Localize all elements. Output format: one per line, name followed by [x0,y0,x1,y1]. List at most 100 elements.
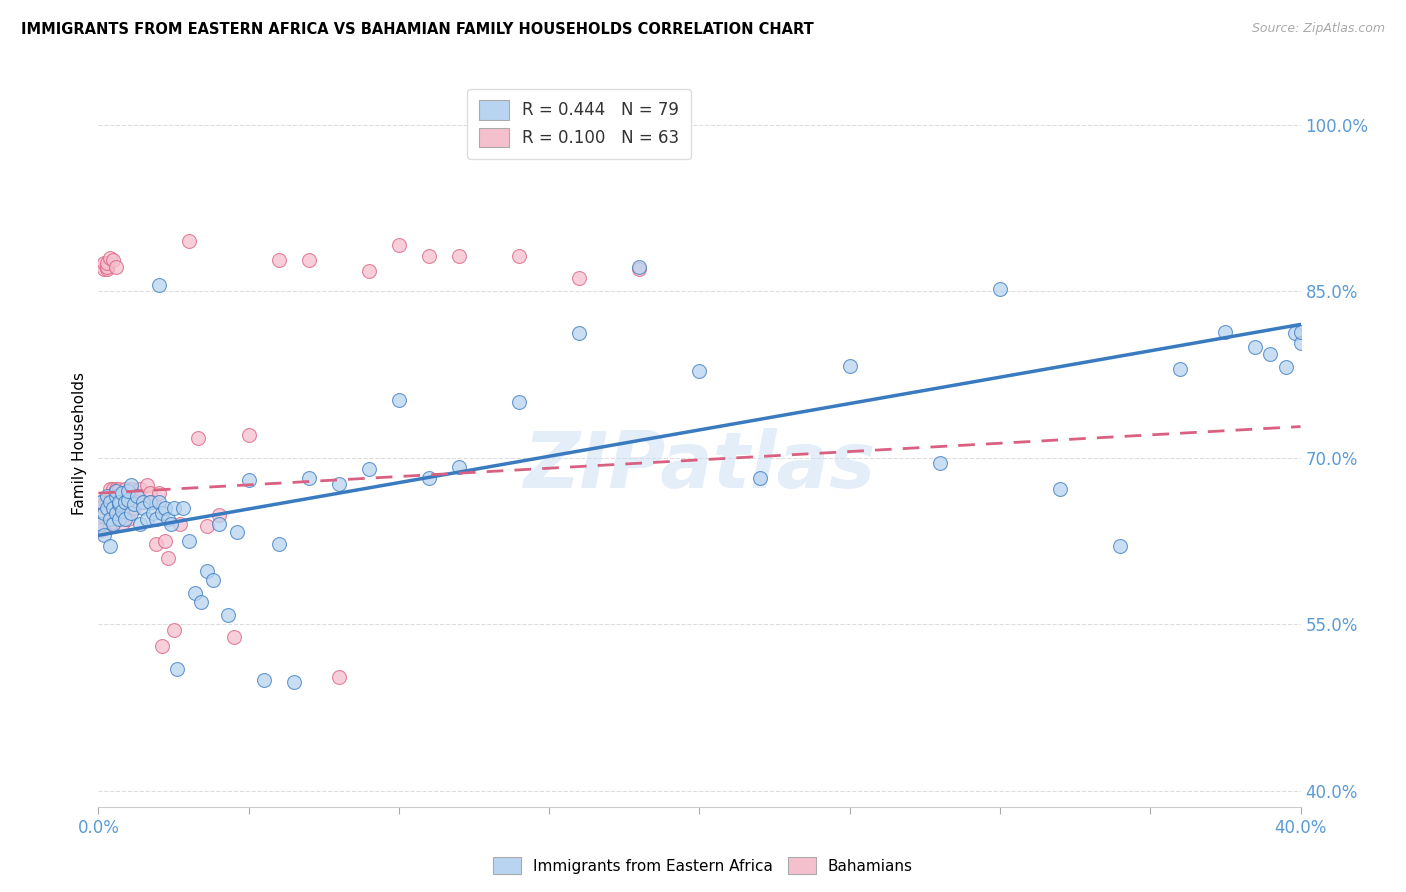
Point [117,492,139,507]
Point [357,264,380,278]
Point [108,495,131,509]
Point [108,495,131,509]
Point [177,533,200,548]
Point [117,511,139,525]
Point [169,517,191,532]
Point [100,519,122,533]
Point [93,256,115,270]
Point [1284,326,1306,341]
Point [121,506,143,520]
Point [1215,325,1237,339]
Point [105,482,128,496]
Point [96,490,118,504]
Point [298,470,321,484]
Point [108,511,131,525]
Point [162,623,184,637]
Point [105,495,128,509]
Point [1289,325,1312,339]
Point [127,490,149,504]
Point [195,564,218,578]
Point [357,461,380,475]
Point [111,504,134,518]
Point [105,490,128,504]
Point [100,482,122,496]
Point [1170,362,1192,376]
Point [253,673,276,687]
Point [238,473,260,487]
Point [177,234,200,248]
Point [135,511,157,525]
Point [150,640,173,654]
Point [141,495,163,509]
Point [148,277,170,292]
Point [121,482,143,496]
Point [508,395,530,409]
Point [124,497,146,511]
Point [267,253,290,268]
Point [225,524,247,539]
Point [1289,336,1312,351]
Point [153,500,176,515]
Point [156,511,179,525]
Point [929,456,952,470]
Point [117,483,139,498]
Point [172,500,194,515]
Point [148,495,170,509]
Point [568,326,591,341]
Point [145,511,167,525]
Point [96,262,118,277]
Point [90,495,112,509]
Point [183,586,205,600]
Point [159,517,181,532]
Point [121,478,143,492]
Point [328,477,350,491]
Point [162,500,184,515]
Point [148,486,170,500]
Point [688,364,710,378]
Point [90,517,112,532]
Point [222,631,245,645]
Point [124,500,146,515]
Text: IMMIGRANTS FROM EASTERN AFRICA VS BAHAMIAN FAMILY HOUSEHOLDS CORRELATION CHART: IMMIGRANTS FROM EASTERN AFRICA VS BAHAMI… [21,22,814,37]
Point [90,523,112,537]
Point [96,256,118,270]
Point [418,470,440,484]
Point [100,511,122,525]
Point [114,495,136,509]
Point [628,262,651,277]
Point [114,511,136,525]
Point [132,500,155,515]
Point [103,495,125,509]
Point [100,251,122,265]
Point [150,506,173,520]
Point [105,260,128,274]
Y-axis label: Family Households: Family Households [72,372,87,516]
Point [111,517,134,532]
Point [166,661,188,675]
Point [388,237,411,252]
Point [838,359,860,373]
Point [132,495,155,509]
Point [108,506,131,520]
Point [141,506,163,520]
Point [114,482,136,496]
Point [108,482,131,496]
Point [568,270,591,285]
Point [93,262,115,277]
Point [103,500,125,515]
Point [153,533,176,548]
Legend: Immigrants from Eastern Africa, Bahamians: Immigrants from Eastern Africa, Bahamian… [486,851,920,880]
Point [111,486,134,500]
Point [208,517,231,532]
Point [129,517,152,532]
Point [105,483,128,498]
Point [1049,482,1071,496]
Point [108,497,131,511]
Point [111,506,134,520]
Point [447,459,470,474]
Point [238,428,260,442]
Legend: R = 0.444   N = 79, R = 0.100   N = 63: R = 0.444 N = 79, R = 0.100 N = 63 [467,88,692,159]
Point [100,540,122,554]
Point [93,497,115,511]
Point [103,253,125,268]
